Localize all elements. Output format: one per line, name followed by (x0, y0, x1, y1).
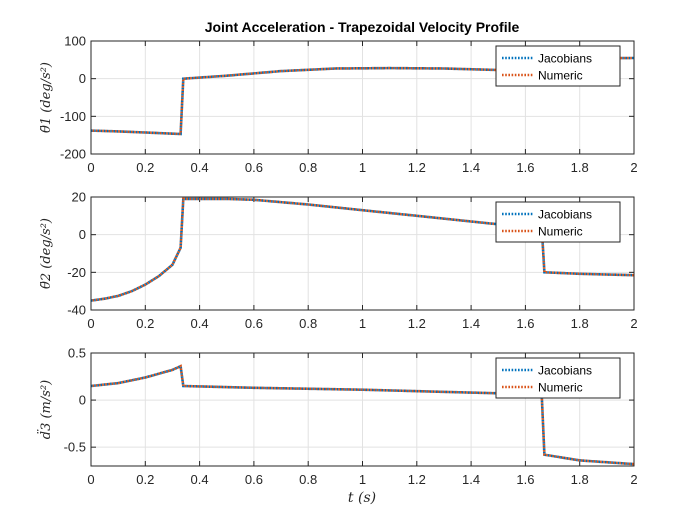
y-tick-label: 0 (79, 71, 86, 86)
y-tick-label: -0.5 (64, 440, 86, 455)
y-tick-label: -100 (60, 109, 86, 124)
x-tick-label: 1.4 (462, 316, 480, 331)
x-tick-label: 0.8 (299, 472, 317, 487)
x-tick-label: 0.4 (191, 472, 209, 487)
x-tick-label: 0.2 (136, 316, 154, 331)
y-tick-label: -20 (67, 265, 86, 280)
axes-box (90, 40, 635, 155)
x-tick-label: 1 (359, 472, 366, 487)
y-tick-label: 0 (79, 393, 86, 408)
x-axis-label: t (s) (348, 490, 376, 506)
y-axis-label: θ̈1 (deg/s²) (39, 62, 54, 133)
legend-label-numeric: Numeric (538, 69, 583, 83)
x-tick-label: 0.2 (136, 160, 154, 175)
x-tick-label: 1.8 (571, 316, 589, 331)
x-tick-label: 0 (87, 472, 94, 487)
legend-box (495, 45, 621, 87)
y-tick-label: 0.5 (68, 346, 86, 361)
x-tick-label: 1.6 (516, 160, 534, 175)
x-tick-label: 1 (359, 316, 366, 331)
x-tick-label: 0.4 (191, 316, 209, 331)
x-tick-label: 1.2 (408, 160, 426, 175)
legend-box (495, 201, 621, 243)
legend-label-numeric: Numeric (538, 225, 583, 239)
legend-label-jacobians: Jacobians (538, 52, 592, 66)
legend-box (495, 357, 621, 399)
x-tick-label: 1.4 (462, 472, 480, 487)
y-tick-label: -40 (67, 303, 86, 318)
x-tick-label: 0.8 (299, 316, 317, 331)
x-tick-label: 1.8 (571, 160, 589, 175)
x-tick-label: 1.2 (408, 472, 426, 487)
x-tick-label: 0.6 (245, 316, 263, 331)
x-tick-label: 0.2 (136, 472, 154, 487)
x-tick-label: 1.2 (408, 316, 426, 331)
x-tick-label: 1.4 (462, 160, 480, 175)
y-tick-label: 20 (72, 190, 86, 205)
y-tick-label: -200 (60, 147, 86, 162)
x-tick-label: 1.6 (516, 472, 534, 487)
legend-label-jacobians: Jacobians (538, 208, 592, 222)
y-tick-label: 100 (64, 34, 86, 49)
chart-title: Joint Acceleration - Trapezoidal Velocit… (205, 19, 520, 35)
axes-box (90, 352, 635, 467)
x-tick-label: 0.8 (299, 160, 317, 175)
series-line-numeric (91, 364, 634, 466)
subplot-2: 0 0.2 0.4 0.6 0.8 1 1.2 1.4 1.6 1.8 2 20 0 -20 -40 θ̈2 … (39, 190, 638, 332)
x-tick-label: 0.6 (245, 472, 263, 487)
x-tick-label: 0 (87, 316, 94, 331)
y-axis-label: θ̈2 (deg/s²) (39, 218, 54, 289)
series-line-jacobians (91, 364, 634, 466)
y-tick-label: 0 (79, 227, 86, 242)
x-tick-label: 1.6 (516, 316, 534, 331)
x-tick-label: 0 (87, 160, 94, 175)
y-axis-label: d̈3 (m/s²) (36, 380, 54, 439)
x-tick-label: 1.8 (571, 472, 589, 487)
x-tick-label: 2 (630, 316, 637, 331)
legend: Jacobians Numeric (495, 357, 621, 399)
x-tick-label: 2 (630, 472, 637, 487)
x-tick-label: 2 (630, 160, 637, 175)
subplot-3: 0 0.2 0.4 0.6 0.8 1 1.2 1.4 1.6 1.8 2 0.5 0 -0.5 d̈3 (… (36, 346, 637, 488)
legend-label-numeric: Numeric (538, 381, 583, 395)
subplot-1: 0 0.2 0.4 0.6 0.8 1 1.2 1.4 1.6 1.8 2 100 0 -100 -200 θ… (39, 34, 638, 176)
legend: Jacobians Numeric (495, 45, 621, 87)
series-line-numeric (91, 197, 634, 302)
axes-box (90, 196, 635, 311)
series-line-numeric (91, 56, 634, 136)
x-tick-label: 1 (359, 160, 366, 175)
legend-label-jacobians: Jacobians (538, 364, 592, 378)
x-tick-label: 0.6 (245, 160, 263, 175)
legend: Jacobians Numeric (495, 201, 621, 243)
x-tick-label: 0.4 (191, 160, 209, 175)
